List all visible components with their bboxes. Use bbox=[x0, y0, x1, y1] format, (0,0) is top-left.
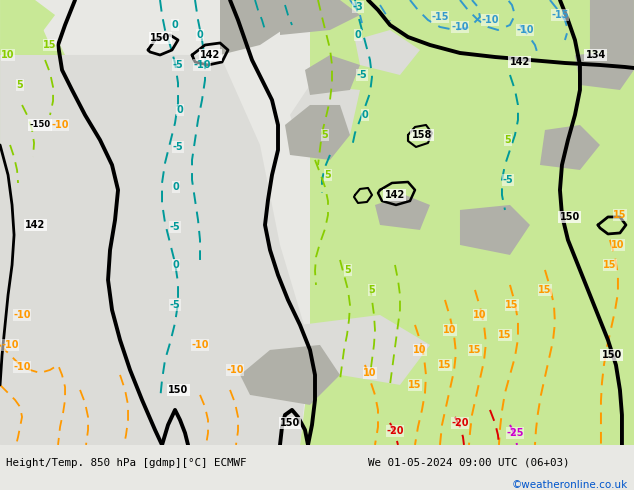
Text: 15: 15 bbox=[613, 210, 626, 220]
Text: We 01-05-2024 09:00 UTC (06+03): We 01-05-2024 09:00 UTC (06+03) bbox=[368, 458, 569, 468]
Text: 150: 150 bbox=[150, 33, 170, 43]
Text: 10: 10 bbox=[443, 325, 456, 335]
Text: 15: 15 bbox=[438, 360, 452, 370]
Polygon shape bbox=[270, 315, 430, 385]
Text: -10: -10 bbox=[51, 120, 69, 130]
Text: 10: 10 bbox=[1, 50, 15, 60]
Text: 15: 15 bbox=[505, 300, 519, 310]
Polygon shape bbox=[220, 0, 310, 55]
Polygon shape bbox=[0, 55, 310, 445]
Polygon shape bbox=[310, 0, 634, 445]
Text: -15: -15 bbox=[551, 10, 569, 20]
Text: -15: -15 bbox=[431, 12, 449, 22]
Text: 0: 0 bbox=[172, 260, 179, 270]
Polygon shape bbox=[10, 0, 55, 35]
Text: -5: -5 bbox=[170, 300, 181, 310]
Text: -5: -5 bbox=[503, 175, 514, 185]
Text: -3: -3 bbox=[353, 2, 363, 12]
Text: -10: -10 bbox=[451, 22, 469, 32]
Text: 5: 5 bbox=[321, 130, 328, 140]
Polygon shape bbox=[540, 125, 600, 170]
Polygon shape bbox=[0, 45, 80, 145]
Text: -10: -10 bbox=[13, 362, 31, 372]
Polygon shape bbox=[0, 65, 40, 155]
Polygon shape bbox=[240, 345, 340, 405]
Text: 5: 5 bbox=[325, 170, 332, 180]
Polygon shape bbox=[375, 195, 430, 230]
Text: 15: 15 bbox=[498, 330, 512, 340]
Text: 15: 15 bbox=[469, 345, 482, 355]
Text: -10: -10 bbox=[191, 340, 209, 350]
Polygon shape bbox=[280, 0, 360, 35]
Text: 0: 0 bbox=[361, 110, 368, 120]
Text: 0: 0 bbox=[172, 182, 179, 192]
Text: -5: -5 bbox=[172, 60, 183, 70]
Text: ©weatheronline.co.uk: ©weatheronline.co.uk bbox=[512, 480, 628, 490]
Text: -10: -10 bbox=[13, 310, 31, 320]
Text: -5: -5 bbox=[172, 142, 183, 152]
Polygon shape bbox=[305, 55, 360, 95]
Text: -10: -10 bbox=[193, 60, 210, 70]
Text: 150: 150 bbox=[560, 212, 580, 222]
Text: -5: -5 bbox=[356, 70, 367, 80]
Text: -10: -10 bbox=[226, 365, 243, 375]
Text: -25: -25 bbox=[506, 428, 524, 438]
Text: 142: 142 bbox=[25, 220, 45, 230]
Text: 142: 142 bbox=[200, 50, 220, 60]
Text: 134: 134 bbox=[586, 50, 606, 60]
Text: -5: -5 bbox=[170, 222, 181, 232]
Text: -20: -20 bbox=[386, 426, 404, 436]
Text: 150: 150 bbox=[168, 385, 188, 395]
Text: 5: 5 bbox=[16, 80, 23, 90]
Text: -10: -10 bbox=[481, 15, 499, 25]
Polygon shape bbox=[0, 0, 50, 65]
Text: -10: -10 bbox=[516, 25, 534, 35]
Polygon shape bbox=[285, 105, 350, 160]
Text: 5: 5 bbox=[368, 285, 375, 295]
Text: 10: 10 bbox=[363, 368, 377, 378]
Text: 0: 0 bbox=[354, 30, 361, 40]
Text: -150: -150 bbox=[30, 121, 51, 129]
Text: -10: -10 bbox=[1, 340, 19, 350]
Text: 10: 10 bbox=[473, 310, 487, 320]
Text: 15: 15 bbox=[408, 380, 422, 390]
Text: 142: 142 bbox=[385, 190, 405, 200]
Text: 15: 15 bbox=[43, 40, 57, 50]
Text: 150: 150 bbox=[602, 350, 622, 360]
Polygon shape bbox=[460, 205, 530, 255]
Text: 158: 158 bbox=[412, 130, 432, 140]
Text: 15: 15 bbox=[538, 285, 552, 295]
Text: 15: 15 bbox=[603, 260, 617, 270]
Polygon shape bbox=[575, 50, 634, 90]
Text: 142: 142 bbox=[510, 57, 530, 67]
Text: -20: -20 bbox=[451, 418, 469, 428]
Polygon shape bbox=[355, 30, 420, 75]
Text: 0: 0 bbox=[197, 30, 204, 40]
Text: 5: 5 bbox=[505, 135, 512, 145]
Text: 5: 5 bbox=[345, 265, 351, 275]
Polygon shape bbox=[300, 345, 460, 445]
Text: 0: 0 bbox=[172, 20, 178, 30]
Polygon shape bbox=[590, 0, 634, 55]
Text: Height/Temp. 850 hPa [gdmp][°C] ECMWF: Height/Temp. 850 hPa [gdmp][°C] ECMWF bbox=[6, 458, 247, 468]
Polygon shape bbox=[290, 85, 360, 145]
Text: 0: 0 bbox=[177, 105, 183, 115]
Text: 10: 10 bbox=[611, 240, 624, 250]
Text: 150: 150 bbox=[280, 418, 300, 428]
Text: 10: 10 bbox=[413, 345, 427, 355]
